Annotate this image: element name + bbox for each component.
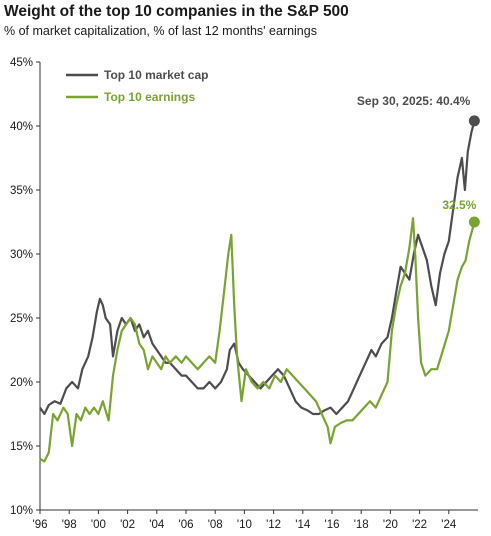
y-tick-label: 30%	[10, 249, 33, 261]
x-tick-label: '96	[33, 519, 48, 531]
x-tick-label: '12	[266, 519, 281, 531]
x-tick-label: '10	[237, 519, 252, 531]
end-point-label: 32.5%	[442, 198, 476, 212]
y-tick-label: 35%	[10, 185, 33, 197]
earnings-series-line	[39, 217, 476, 463]
legend-label: Top 10 earnings	[104, 90, 195, 104]
x-tick-label: '02	[120, 519, 135, 531]
x-tick-label: '04	[149, 519, 165, 531]
chart-annotations: Sep 30, 2025: 40.4% 32.5%	[357, 94, 480, 228]
y-tick-label: 20%	[10, 377, 33, 389]
x-tick-label: '98	[62, 519, 77, 531]
end-point-label: Sep 30, 2025: 40.4%	[357, 94, 471, 108]
y-tick-label: 25%	[10, 313, 33, 325]
chart-title: Weight of the top 10 companies in the S&…	[4, 3, 349, 20]
end-point-marker	[468, 115, 480, 127]
y-tick-label: 15%	[10, 441, 33, 453]
x-tick-label: '00	[91, 519, 106, 531]
chart-subtitle: % of market capitalization, % of last 12…	[4, 24, 317, 38]
end-point-marker	[468, 216, 480, 228]
x-tick-label: '14	[295, 519, 311, 531]
x-tick-label: '18	[354, 519, 369, 531]
x-tick-label: '24	[441, 519, 457, 531]
market-cap-series-line	[39, 120, 476, 416]
x-tick-label: '06	[179, 519, 194, 531]
chart-legend: Top 10 market cap Top 10 earnings	[66, 68, 208, 104]
x-tick-label: '20	[383, 519, 398, 531]
chart-axes: 10% 15% 20% 25% 30% 35% 40% 45% '96 '98 '00 '02 '04 '…	[10, 57, 478, 531]
legend-label: Top 10 market cap	[104, 68, 208, 82]
x-tick-label: '08	[208, 519, 223, 531]
x-tick-label: '22	[412, 519, 427, 531]
chart-lines	[39, 120, 476, 463]
x-tick-label: '16	[325, 519, 340, 531]
y-tick-label: 10%	[10, 505, 33, 517]
y-tick-label: 40%	[10, 121, 33, 133]
y-tick-label: 45%	[10, 57, 33, 69]
